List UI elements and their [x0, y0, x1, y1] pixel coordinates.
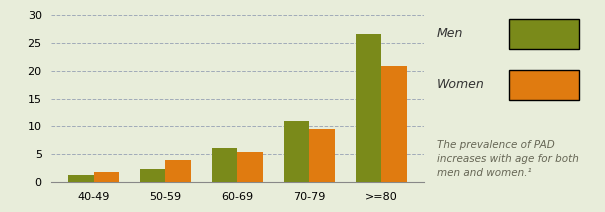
- Bar: [356, 34, 381, 182]
- Bar: [309, 129, 335, 182]
- Bar: [212, 148, 238, 182]
- Bar: [140, 169, 166, 182]
- Bar: [237, 152, 263, 182]
- Bar: [381, 66, 407, 182]
- Text: Women: Women: [437, 78, 485, 91]
- Bar: [68, 175, 94, 182]
- FancyBboxPatch shape: [508, 70, 578, 100]
- Bar: [284, 121, 309, 182]
- FancyBboxPatch shape: [508, 19, 578, 49]
- Bar: [94, 172, 119, 182]
- Text: Men: Men: [437, 27, 463, 40]
- Text: The prevalence of PAD
increases with age for both
men and women.¹: The prevalence of PAD increases with age…: [437, 140, 578, 178]
- Bar: [166, 160, 191, 182]
